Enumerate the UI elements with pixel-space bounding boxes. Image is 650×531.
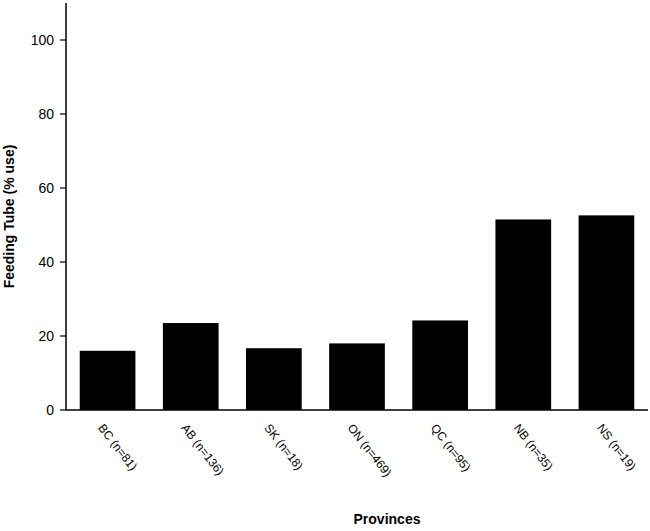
y-tick-label: 0 (46, 402, 54, 418)
y-tick-label: 80 (38, 106, 54, 122)
y-tick-label: 20 (38, 328, 54, 344)
y-tick-label: 100 (31, 32, 55, 48)
x-tick-label: BC (n=81) (95, 421, 140, 473)
y-tick (60, 39, 66, 40)
y-axis-title: Feeding Tube (% use) (1, 145, 17, 289)
bar (329, 343, 385, 410)
bar (579, 215, 635, 410)
x-tick-label: ON (n=469) (345, 421, 395, 479)
y-tick (60, 187, 66, 188)
x-axis-title: Provinces (354, 511, 421, 527)
x-tick-label: NB (n=35) (511, 421, 556, 473)
x-tick-label: QC (n=95) (428, 421, 474, 474)
x-tick-label: AB (n=136) (178, 421, 227, 478)
bar (495, 219, 551, 410)
bar (80, 351, 136, 410)
x-axis (66, 409, 648, 411)
y-tick (60, 335, 66, 336)
y-tick-label: 40 (38, 254, 54, 270)
bar (163, 323, 219, 410)
chart: 0 20 40 60 80 100 BC (n=81) AB (n=136) SK (n=18)… (0, 0, 650, 531)
x-tick-label: SK (n=18) (261, 421, 306, 472)
y-tick (60, 409, 66, 410)
y-tick (60, 113, 66, 114)
bar (246, 348, 302, 410)
y-tick-label: 60 (38, 180, 54, 196)
bar (412, 320, 468, 410)
y-axis (65, 3, 67, 410)
y-tick (60, 261, 66, 262)
x-tick-label: NS (n=19) (594, 421, 639, 473)
